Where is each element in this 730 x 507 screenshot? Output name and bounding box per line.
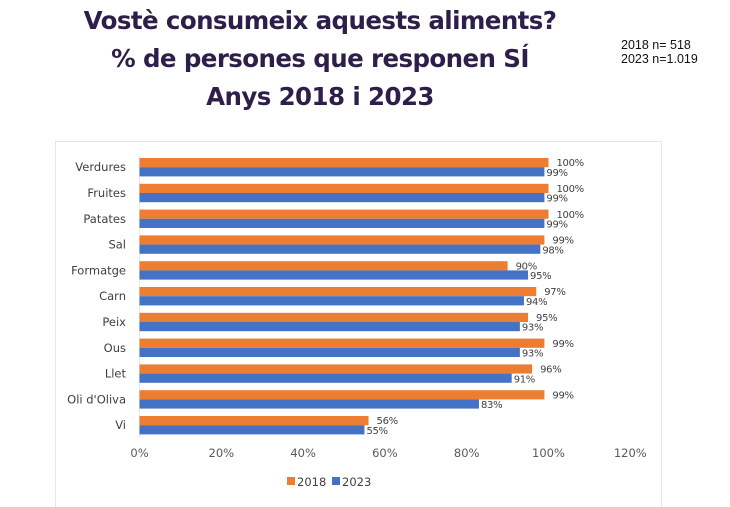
data-label-2018: 97% (544, 287, 565, 298)
bar-2018 (139, 312, 529, 322)
bar-2018 (139, 338, 545, 348)
bar-2023 (139, 322, 520, 332)
title-line-3: Anys 2018 i 2023 (206, 82, 434, 111)
bar-2018 (139, 416, 369, 426)
data-label-2018: 95% (536, 313, 557, 324)
category-label: Ous (104, 341, 126, 355)
legend-swatch-2018 (287, 477, 295, 485)
x-tick-label: 120% (614, 446, 647, 460)
data-label-2018: 90% (516, 261, 537, 272)
x-axis-ticks: 0% 20% 40% 60% 80% 100% 120% (130, 446, 646, 460)
category-label: Patates (83, 212, 126, 226)
category-label: Llet (105, 367, 127, 381)
sample-size-2018: 2018 n= 518 (621, 38, 691, 52)
x-tick-label: 60% (372, 446, 398, 460)
data-label-2023: 98% (542, 245, 563, 256)
x-tick-label: 0% (130, 446, 148, 460)
data-label-2018: 99% (552, 390, 573, 401)
bar-2023 (139, 167, 545, 177)
sample-size-2023: 2023 n=1.019 (621, 52, 698, 66)
bar-2023 (139, 347, 520, 357)
x-tick-label: 80% (454, 446, 480, 460)
bar-2018 (139, 235, 545, 245)
x-tick-label: 100% (532, 446, 565, 460)
bar-2023 (139, 373, 512, 383)
chart-title: Vostè consumeix aquests aliments? % de p… (60, 0, 580, 116)
data-label-2023: 99% (546, 168, 567, 179)
data-label-2018: 100% (557, 184, 584, 195)
legend: 2018 2023 (287, 475, 371, 489)
category-label: Oli d'Oliva (67, 392, 126, 406)
category-labels: Verdures Fruites Patates Sal Formatge Carn Pei… (67, 160, 126, 432)
category-label: Carn (99, 289, 126, 303)
sample-size-note: 2018 n= 518 2023 n=1.019 (621, 38, 698, 66)
data-label-2023: 95% (530, 271, 551, 282)
x-tick-label: 20% (209, 446, 235, 460)
data-label-2023: 99% (546, 194, 567, 205)
bar-2018 (139, 158, 549, 168)
data-label-2018: 100% (557, 158, 584, 169)
bar-2018 (139, 261, 508, 271)
data-label-2018: 96% (540, 365, 561, 376)
category-label: Fruites (87, 186, 126, 200)
data-label-2023: 91% (514, 374, 535, 385)
legend-swatch-2023 (332, 477, 340, 485)
category-label: Peix (102, 315, 126, 329)
data-label-2023: 93% (522, 349, 543, 360)
category-label: Formatge (71, 263, 126, 277)
data-label-2023: 55% (366, 426, 387, 437)
data-label-2023: 94% (526, 297, 547, 308)
bar-2023 (139, 296, 524, 306)
data-label-2018: 99% (552, 339, 573, 350)
legend-label-2023: 2023 (342, 475, 371, 489)
category-label: Sal (108, 238, 126, 252)
bar-2023 (139, 218, 545, 228)
data-label-2023: 99% (546, 220, 567, 231)
data-label-2023: 83% (481, 400, 502, 411)
bar-2018 (139, 364, 533, 374)
category-label: Vi (115, 418, 126, 432)
bars-group (139, 155, 549, 438)
data-labels: 100%99%100%99%100%99%99%98%90%95%97%94%9… (366, 158, 584, 437)
bar-2023 (139, 399, 479, 409)
chart-area (55, 141, 662, 507)
bar-2018 (139, 287, 537, 297)
bar-2018 (139, 390, 545, 400)
bar-2023 (139, 193, 545, 203)
bar-2023 (139, 270, 529, 280)
data-label-2023: 93% (522, 323, 543, 334)
bar-2018 (139, 183, 549, 193)
legend-label-2018: 2018 (297, 475, 326, 489)
title-line-1: Vostè consumeix aquests aliments? (83, 6, 557, 35)
title-line-2: % de persones que responen SÍ (111, 44, 529, 73)
x-tick-label: 40% (290, 446, 316, 460)
data-label-2018: 99% (552, 236, 573, 247)
category-label: Verdures (75, 160, 126, 174)
data-label-2018: 56% (377, 416, 398, 427)
data-label-2018: 100% (557, 210, 584, 221)
bar-2023 (139, 244, 541, 254)
bar-2018 (139, 209, 549, 219)
bar-2023 (139, 425, 365, 435)
